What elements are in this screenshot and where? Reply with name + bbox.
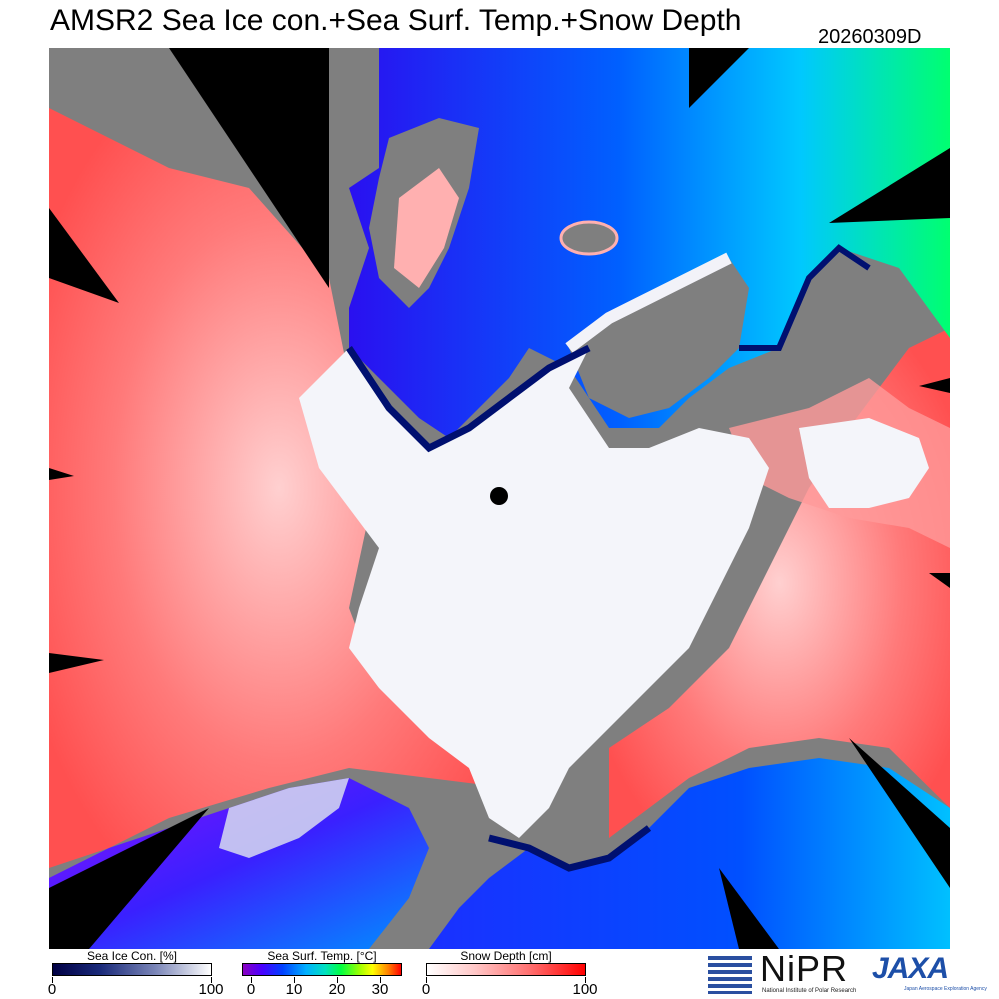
no-data-wedge — [849, 738, 950, 888]
pacific-ocean-west — [49, 778, 429, 949]
hudson-bay-ice — [799, 418, 929, 508]
legend-tick-label: 0 — [47, 981, 57, 998]
legend-tick — [294, 977, 295, 983]
legend-label: Sea Ice Con. [%] — [86, 949, 178, 963]
no-data-wedge — [49, 808, 209, 949]
jaxa-subtitle: Japan Aerospace Exploration Agency — [904, 986, 987, 992]
legend-colorbar — [242, 963, 402, 976]
legend-tick-label: 20 — [328, 981, 346, 998]
nipr-emblem-icon — [708, 956, 752, 994]
scandinavia-snow — [394, 168, 459, 288]
ice-edge-greenland-east — [739, 244, 871, 351]
no-data-wedge — [919, 378, 950, 393]
legend-tick — [426, 977, 427, 983]
no-data-wedge — [689, 48, 749, 108]
legend-sea-ice-concentration: Sea Ice Con. [%] 0 100 — [48, 949, 224, 998]
map-title: AMSR2 Sea Ice con.+Sea Surf. Temp.+Snow … — [50, 4, 742, 37]
no-data-wedge — [49, 653, 104, 673]
no-data-wedge — [829, 148, 950, 223]
legend-tick — [211, 977, 212, 983]
greenland-land — [569, 258, 749, 418]
okhotsk-ice — [219, 778, 349, 858]
nipr-logo: NiPR National Institute of Polar Researc… — [708, 948, 858, 996]
jaxa-logo: JAXA Japan Aerospace Exploration Agency — [868, 952, 987, 996]
no-data-wedge — [719, 868, 779, 949]
legend-tick-label: 0 — [421, 981, 431, 998]
eurasia-snow — [49, 108, 509, 868]
nipr-wordmark: NiPR — [760, 948, 849, 989]
legend-tick — [251, 977, 252, 983]
legend-tick — [337, 977, 338, 983]
legend-tick — [380, 977, 381, 983]
observation-date: 20260309D — [818, 26, 922, 48]
legend-tick-label: 100 — [572, 981, 598, 998]
ice-edge-atlantic — [346, 344, 591, 453]
legend-snow-depth: Snow Depth [cm] 0 100 — [422, 949, 598, 998]
north-pole-marker — [490, 487, 508, 505]
legend-tick-label: 0 — [246, 981, 256, 998]
legend-tick-label: 30 — [371, 981, 389, 998]
nipr-subtitle: National Institute of Polar Research — [762, 988, 857, 994]
iceland-land — [559, 220, 619, 256]
legend-tick-label: 10 — [285, 981, 303, 998]
legend-tick-label: 100 — [198, 981, 224, 998]
legend-label: Sea Surf. Temp. [°C] — [267, 949, 377, 963]
legend-tick — [585, 977, 586, 983]
pacific-ocean-east — [429, 758, 950, 949]
legend-sea-surface-temperature: Sea Surf. Temp. [°C] 0 10 20 30 — [242, 950, 402, 998]
no-data-wedge — [169, 48, 329, 288]
arctic-polar-map — [49, 48, 950, 949]
legend-label: Snow Depth [cm] — [460, 949, 552, 963]
legend-colorbar — [426, 963, 586, 976]
no-data-wedge — [49, 208, 119, 303]
arctic-sea-ice — [299, 348, 769, 838]
greenland-ice-rim — [565, 252, 732, 353]
legend-colorbar — [52, 963, 212, 976]
jaxa-wordmark: JAXA — [872, 952, 949, 985]
ice-edge-pacific — [488, 825, 652, 872]
atlantic-ocean — [349, 48, 950, 438]
no-data-wedge — [49, 468, 74, 480]
no-data-wedge — [929, 573, 950, 588]
legend-tick — [52, 977, 53, 983]
